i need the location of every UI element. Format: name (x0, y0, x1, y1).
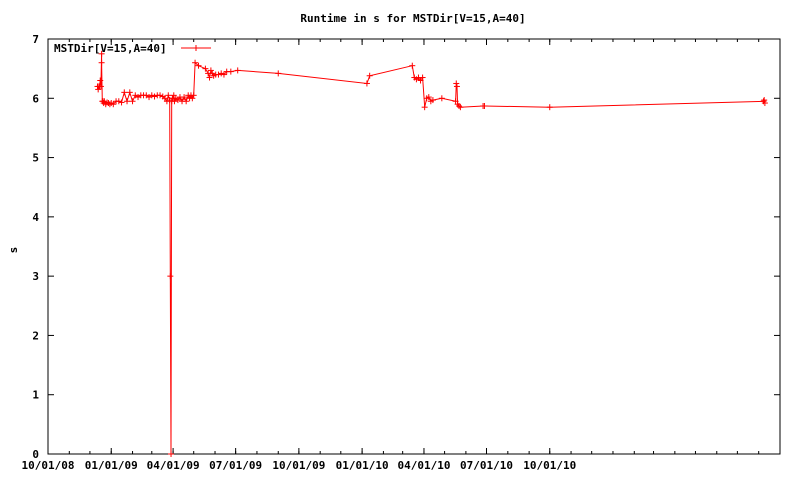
data-point (218, 70, 225, 77)
x-tick-label: 10/01/10 (523, 459, 576, 472)
data-point (195, 62, 202, 69)
data-point (101, 98, 108, 105)
data-point (183, 98, 190, 105)
data-point (95, 86, 102, 93)
data-point (421, 104, 428, 111)
data-point (118, 99, 125, 106)
data-point (275, 70, 282, 77)
data-point (481, 102, 488, 109)
data-point (167, 273, 174, 280)
data-point (206, 74, 213, 81)
data-point (761, 100, 768, 107)
data-point (97, 83, 104, 90)
data-point (363, 80, 370, 87)
legend: MSTDir[V=15,A=40] (54, 42, 211, 55)
data-point (129, 98, 136, 105)
data-point (215, 71, 222, 78)
data-point (97, 77, 104, 84)
x-tick-label: 07/01/09 (209, 459, 262, 472)
plot-area-border (47, 38, 781, 455)
data-point (546, 104, 553, 111)
y-tick-label: 3 (32, 270, 39, 283)
data-point (189, 95, 196, 102)
data-point (429, 97, 436, 104)
legend-label: MSTDir[V=15,A=40] (54, 42, 167, 55)
x-tick-label: 04/01/09 (147, 459, 200, 472)
data-point (157, 92, 164, 99)
x-tick-label: 04/01/10 (397, 459, 450, 472)
data-point (126, 89, 133, 96)
data-point (98, 50, 105, 57)
data-point (192, 59, 199, 66)
data-point (220, 71, 227, 78)
data-point (453, 83, 460, 90)
y-tick-label: 2 (32, 329, 39, 342)
data-point (456, 102, 463, 109)
chart-title: Runtime in s for MSTDir[V=15,A=40] (300, 12, 525, 25)
data-point (110, 101, 117, 108)
data-series (94, 50, 768, 457)
data-point (171, 98, 178, 105)
data-point (761, 97, 768, 104)
data-point (453, 80, 460, 87)
data-point (234, 67, 241, 74)
y-tick-label: 1 (32, 389, 39, 402)
x-tick-label: 10/01/09 (272, 459, 325, 472)
legend-point-marker (193, 45, 199, 51)
y-tick-label: 6 (32, 92, 39, 105)
y-tick-label: 5 (32, 152, 39, 165)
x-tick-label: 01/01/09 (85, 459, 138, 472)
y-tick-label: 0 (32, 448, 39, 461)
data-point (165, 92, 172, 99)
data-point (366, 72, 373, 79)
data-point (227, 68, 234, 75)
data-point (419, 74, 426, 81)
data-point (115, 98, 122, 105)
data-point (148, 92, 155, 99)
data-point (124, 98, 131, 105)
data-point (98, 59, 105, 66)
data-point (151, 93, 158, 100)
data-point (202, 65, 209, 72)
data-point (190, 92, 197, 99)
data-point (168, 451, 175, 457)
data-point (457, 104, 464, 111)
y-tick-label: 4 (32, 211, 39, 224)
x-tick-label: 01/01/10 (336, 459, 389, 472)
series-line (97, 53, 766, 455)
y-tick-label: 7 (32, 33, 39, 46)
data-point (207, 67, 214, 74)
data-point (409, 62, 416, 69)
x-tick-label: 07/01/10 (460, 459, 513, 472)
data-point (438, 95, 445, 102)
data-point (121, 89, 128, 96)
data-point (181, 94, 188, 101)
axis-ticks: 0 1 2 3 4 5 6 7 10/01/08 01/01/09 04/01/09 07/01/09… (22, 33, 781, 472)
x-tick-label: 10/01/08 (22, 459, 75, 472)
y-axis-label: s (7, 247, 20, 254)
data-point (425, 94, 432, 101)
